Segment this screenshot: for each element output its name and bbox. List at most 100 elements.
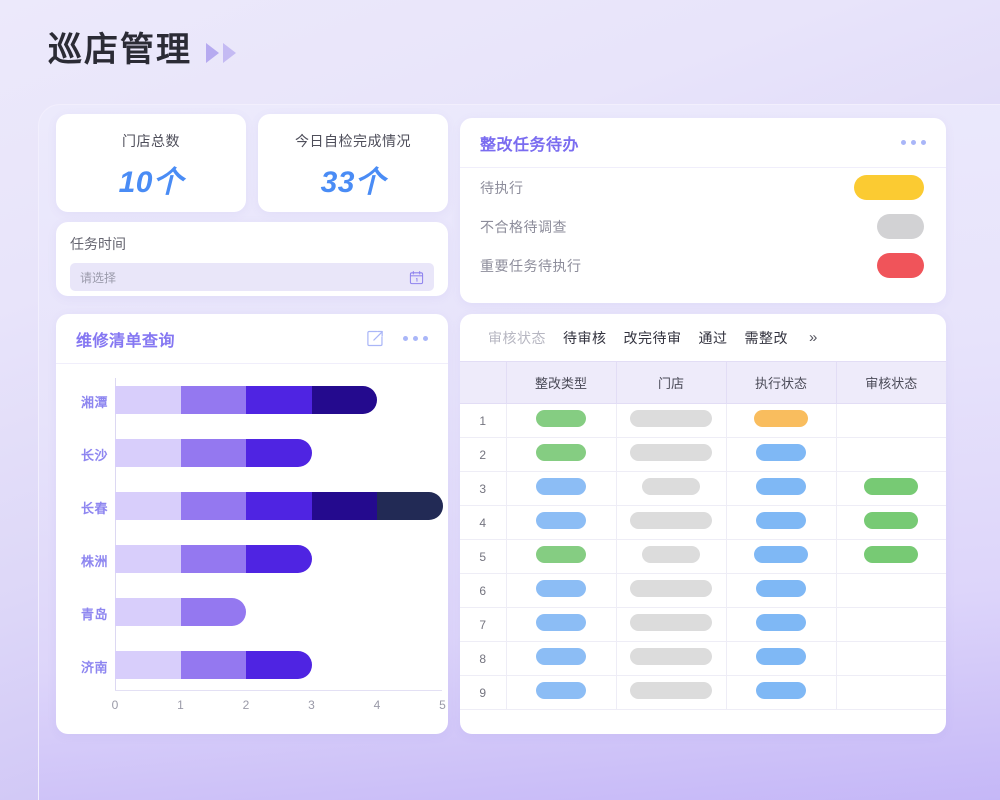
cell-status-pill xyxy=(630,443,712,461)
table-cell-rectification-type xyxy=(506,505,617,540)
table-cell-store xyxy=(616,539,727,574)
more-dots-icon[interactable] xyxy=(901,140,926,145)
table-cell-store xyxy=(616,675,727,710)
table-row[interactable]: 4 xyxy=(460,505,946,540)
table-row[interactable]: 2 xyxy=(460,437,946,472)
chart-bar-segment xyxy=(180,492,246,520)
cell-status-pill xyxy=(630,511,712,529)
chart-bar[interactable] xyxy=(115,651,312,679)
page-header: 巡店管理 xyxy=(48,30,236,71)
stat-label: 门店总数 xyxy=(122,133,180,149)
table-row[interactable]: 5 xyxy=(460,539,946,574)
table-cell-store xyxy=(616,641,727,676)
table-row[interactable]: 1 xyxy=(460,403,946,438)
stat-card-total-stores: 门店总数 10个 xyxy=(56,114,246,212)
chart-bar-segment xyxy=(311,386,377,414)
chart-bar-segment xyxy=(311,492,377,520)
triangle-icon-1 xyxy=(206,43,219,64)
chart-bar-segment xyxy=(246,651,312,679)
table-row[interactable]: 8 xyxy=(460,641,946,676)
chart-bar-segment xyxy=(180,386,246,414)
table-cell-store xyxy=(616,437,727,472)
table-cell-execution-status xyxy=(726,573,837,608)
cell-status-pill xyxy=(864,545,919,563)
todo-row[interactable]: 待执行 xyxy=(460,168,946,207)
table-cell-index: 3 xyxy=(460,471,507,506)
double-triangle-right-icon xyxy=(206,43,236,64)
table-cell-audit-status xyxy=(836,675,946,710)
cell-status-pill xyxy=(756,681,806,699)
cell-status-pill xyxy=(630,681,712,699)
repair-list-query-card: 维修清单查询 湘潭 长沙 长春 株洲 青岛 济南 0 1 2 3 4 5 xyxy=(56,314,448,734)
chart-bar-segment xyxy=(115,439,181,467)
chart-bar-segment xyxy=(246,386,312,414)
chart-bar-segment xyxy=(115,386,181,414)
chart-bar[interactable] xyxy=(115,492,443,520)
more-dots-icon[interactable] xyxy=(403,336,428,341)
table-header-store: 门店 xyxy=(616,361,727,404)
cell-status-pill xyxy=(536,409,586,427)
chart-bar[interactable] xyxy=(115,439,312,467)
table-cell-audit-status xyxy=(836,437,946,472)
chart-bar[interactable] xyxy=(115,598,246,626)
stat-label: 今日自检完成情况 xyxy=(295,133,411,149)
table-header-rectification-type: 整改类型 xyxy=(506,361,617,404)
table-header-audit-status: 审核状态 xyxy=(836,361,946,404)
todo-row-label: 重要任务待执行 xyxy=(480,257,582,274)
task-time-input[interactable]: 请选择 xyxy=(70,263,434,291)
filter-tab-1[interactable]: 待审核 xyxy=(563,329,607,346)
export-share-icon[interactable] xyxy=(366,329,385,348)
cell-status-pill xyxy=(864,511,919,529)
cell-status-pill xyxy=(536,681,586,699)
repair-stacked-bar-chart: 湘潭 长沙 长春 株洲 青岛 济南 0 1 2 3 4 5 xyxy=(56,364,448,732)
cell-status-pill xyxy=(536,613,586,631)
filter-tab-2[interactable]: 改完待审 xyxy=(623,329,682,346)
table-cell-store xyxy=(616,573,727,608)
table-cell-index: 8 xyxy=(460,641,507,676)
chart-tick-label: 5 xyxy=(439,698,446,712)
table-cell-index: 7 xyxy=(460,607,507,642)
chart-bar-segment xyxy=(246,439,312,467)
filter-tab-list: 待审核 改完待审 通过 需整改 xyxy=(563,328,788,348)
task-time-card: 任务时间 请选择 xyxy=(56,222,448,296)
table-cell-execution-status xyxy=(726,539,837,574)
page-title: 巡店管理 xyxy=(48,31,192,69)
todo-row[interactable]: 不合格待调查 xyxy=(460,207,946,246)
cell-status-pill xyxy=(536,647,586,665)
card-header: 维修清单查询 xyxy=(56,314,448,364)
cell-status-pill xyxy=(756,647,806,665)
cell-status-pill xyxy=(536,579,586,597)
chart-bar-segment xyxy=(180,598,246,626)
cell-status-pill xyxy=(642,477,700,495)
calendar-icon[interactable] xyxy=(409,270,424,285)
table-cell-rectification-type xyxy=(506,437,617,472)
cell-status-pill xyxy=(754,409,808,427)
table-cell-execution-status xyxy=(726,607,837,642)
table-row[interactable]: 6 xyxy=(460,573,946,608)
table-cell-audit-status xyxy=(836,607,946,642)
table-cell-audit-status xyxy=(836,403,946,438)
table-row[interactable]: 3 xyxy=(460,471,946,506)
card-title: 整改任务待办 xyxy=(480,136,580,154)
cell-status-pill xyxy=(756,613,806,631)
cell-status-pill xyxy=(756,443,806,461)
todo-row-status-pill xyxy=(877,214,924,239)
chart-bar[interactable] xyxy=(115,545,312,573)
filter-tab-3[interactable]: 通过 xyxy=(698,329,728,346)
chart-bar-segment xyxy=(180,651,246,679)
todo-row-label: 待执行 xyxy=(480,179,524,196)
filter-overflow-icon[interactable]: » xyxy=(809,329,818,346)
chart-bar-segment xyxy=(115,492,181,520)
table-row[interactable]: 7 xyxy=(460,607,946,642)
chart-bar[interactable] xyxy=(115,386,377,414)
table-row[interactable]: 9 xyxy=(460,675,946,710)
table-cell-index: 4 xyxy=(460,505,507,540)
todo-row-status-pill xyxy=(877,253,924,278)
table-cell-rectification-type xyxy=(506,641,617,676)
todo-row[interactable]: 重要任务待执行 xyxy=(460,246,946,285)
table-header-execution-status: 执行状态 xyxy=(726,361,837,404)
filter-tab-4[interactable]: 需整改 xyxy=(744,329,788,346)
stat-value: 10个 xyxy=(118,166,184,199)
